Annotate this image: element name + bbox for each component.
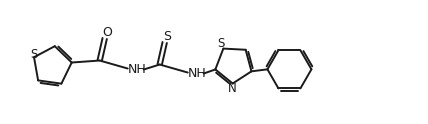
Text: S: S bbox=[30, 48, 38, 61]
Text: S: S bbox=[218, 37, 225, 50]
Text: S: S bbox=[163, 30, 171, 43]
Text: NH: NH bbox=[187, 67, 206, 80]
Text: N: N bbox=[228, 82, 237, 95]
Text: NH: NH bbox=[127, 63, 146, 76]
Text: O: O bbox=[102, 26, 112, 39]
